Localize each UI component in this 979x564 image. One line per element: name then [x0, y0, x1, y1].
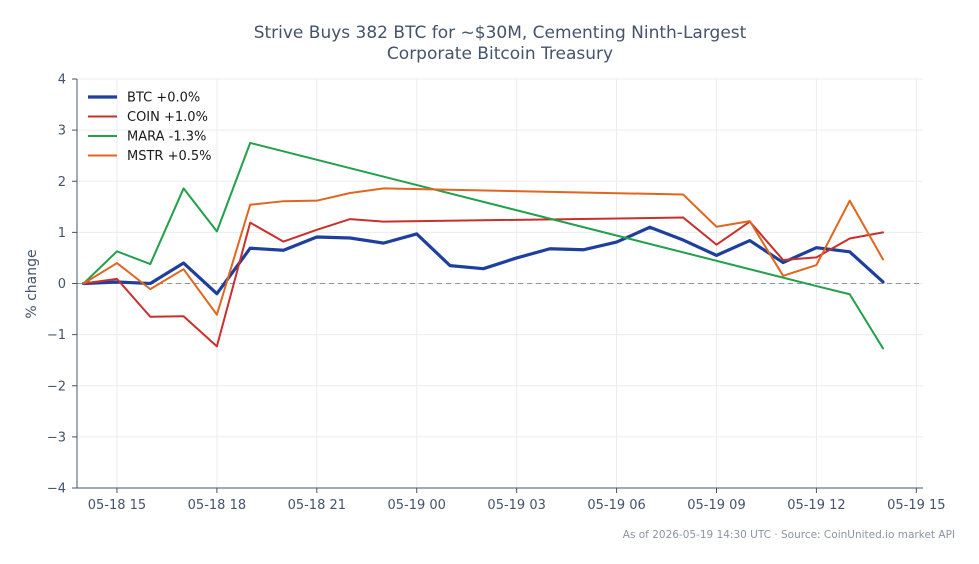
series-line-1	[82, 216, 885, 348]
legend: BTC +0.0% COIN +1.0% MARA -1.3% MSTR +0.5%	[88, 91, 212, 164]
legend-label-1: COIN +1.0%	[127, 110, 208, 125]
x-tick-label-3: 05-19 00	[388, 498, 446, 513]
chart-title-line-2: Corporate Bitcoin Treasury	[387, 44, 613, 64]
chart-title-line-1: Strive Buys 382 BTC for ~$30M, Cementing…	[254, 23, 747, 43]
x-tick-label-7: 05-19 12	[787, 498, 845, 513]
x-tick-label-4: 05-19 03	[487, 498, 545, 513]
legend-label-2: MARA -1.3%	[127, 130, 206, 145]
x-tick-label-0: 05-18 15	[88, 498, 146, 513]
legend-label-0: BTC +0.0%	[127, 91, 200, 106]
y-tick-label-8: 4	[58, 73, 66, 88]
x-tick-label-2: 05-18 21	[288, 498, 346, 513]
legend-label-3: MSTR +0.5%	[127, 149, 212, 164]
y-tick-label-6: 2	[58, 175, 66, 190]
y-axis-label: % change	[24, 249, 40, 318]
chart-title: Strive Buys 382 BTC for ~$30M, Cementing…	[254, 23, 747, 64]
x-tick-label-5: 05-19 06	[587, 498, 645, 513]
y-tick-label-2: −2	[47, 379, 66, 394]
y-tick-label-0: −4	[47, 482, 66, 497]
y-tick-label-1: −3	[47, 430, 66, 445]
x-tick-label-8: 05-19 15	[887, 498, 945, 513]
y-tick-label-4: 0	[58, 277, 66, 292]
y-tick-label-3: −1	[47, 328, 66, 343]
x-tick-label-6: 05-19 09	[687, 498, 745, 513]
footnote: As of 2026-05-19 14:30 UTC · Source: Coi…	[623, 529, 955, 541]
series-line-0	[82, 225, 885, 296]
x-tick-label-1: 05-18 18	[188, 498, 246, 513]
y-tick-label-7: 3	[58, 124, 66, 139]
series-line-2	[82, 141, 885, 350]
y-axis-ticks: −4 −3 −2 −1 0 1 2 3 4	[47, 73, 77, 497]
y-tick-label-5: 1	[58, 226, 66, 241]
series-line-3	[82, 187, 885, 316]
x-axis-ticks: 05-18 15 05-18 18 05-18 21 05-19 00 05-19 03…	[88, 488, 946, 513]
series-lines	[82, 141, 885, 350]
